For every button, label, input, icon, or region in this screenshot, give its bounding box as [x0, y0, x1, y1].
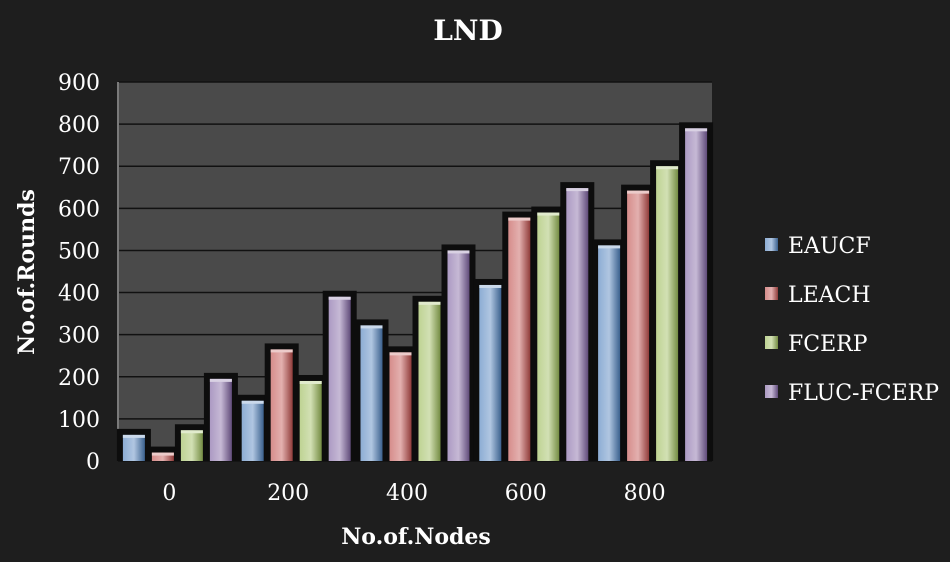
legend: EAUCF LEACH FCERP FLUC-FCERP: [765, 234, 939, 406]
x-tick-label: 800: [624, 481, 666, 506]
bar: [299, 380, 322, 461]
x-tick-label: 200: [267, 481, 309, 506]
bar-top: [122, 434, 145, 438]
bar: [209, 378, 232, 461]
legend-item: EAUCF: [765, 234, 871, 259]
bar: [656, 166, 679, 461]
bar-top: [685, 128, 708, 132]
x-tick-label: 0: [162, 481, 176, 506]
chart-title: LND: [433, 14, 503, 47]
bar: [328, 296, 351, 461]
legend-label: LEACH: [788, 283, 871, 308]
bar-top: [328, 296, 351, 300]
y-tick-label: 100: [58, 408, 100, 433]
bar-top: [598, 245, 621, 249]
legend-swatch: [765, 336, 778, 349]
bar: [151, 452, 174, 461]
x-axis-label: No.of.Nodes: [341, 524, 491, 550]
bar-top: [447, 250, 470, 254]
y-tick-label: 0: [86, 450, 100, 475]
bar: [360, 325, 383, 461]
bar-top: [418, 301, 441, 305]
bar: [447, 250, 470, 461]
legend-swatch: [765, 287, 778, 300]
bar-top: [151, 452, 174, 456]
bar-top: [508, 217, 531, 221]
bar: [598, 245, 621, 461]
bar-top: [360, 325, 383, 329]
legend-swatch: [765, 385, 778, 398]
bar: [627, 190, 650, 461]
y-tick-label: 300: [58, 324, 100, 349]
bar: [508, 217, 531, 461]
bar: [122, 434, 145, 461]
y-tick-label: 400: [58, 282, 100, 307]
legend-label: FLUC-FCERP: [788, 381, 939, 406]
y-tick-label: 800: [58, 113, 100, 138]
bar-top: [537, 212, 560, 216]
bars: [116, 122, 714, 462]
bar: [270, 349, 293, 461]
y-tick-label: 600: [58, 197, 100, 222]
bar: [537, 212, 560, 461]
y-tick-label: 200: [58, 366, 100, 391]
bar-top: [389, 352, 412, 356]
x-tick-label: 400: [386, 481, 428, 506]
bar-top: [479, 284, 502, 288]
bar: [180, 430, 203, 461]
bar-top: [656, 166, 679, 170]
bar-top: [566, 188, 589, 192]
legend-item: FLUC-FCERP: [765, 381, 939, 406]
bar: [418, 301, 441, 461]
bar-top: [627, 190, 650, 194]
legend-item: LEACH: [765, 283, 871, 308]
bar-top: [241, 400, 264, 404]
legend-label: FCERP: [788, 332, 868, 357]
y-axis: 0 100 200 300 400 500 600 700 800 900: [58, 71, 100, 475]
y-tick-label: 500: [58, 239, 100, 264]
legend-swatch: [765, 238, 778, 251]
bar-top: [209, 378, 232, 382]
y-tick-label: 700: [58, 155, 100, 180]
bar-top: [270, 349, 293, 353]
bar-top: [299, 380, 322, 384]
bar-top: [180, 430, 203, 434]
bar: [479, 284, 502, 461]
legend-label: EAUCF: [788, 234, 871, 259]
bar: [566, 188, 589, 461]
bar: [241, 400, 264, 461]
bar: [685, 128, 708, 462]
bar: [389, 352, 412, 461]
legend-item: FCERP: [765, 332, 868, 357]
x-tick-label: 600: [505, 481, 547, 506]
x-axis: 0 200 400 600 800: [162, 481, 665, 506]
y-tick-label: 900: [58, 71, 100, 96]
y-axis-label: No.of.Rounds: [14, 189, 40, 355]
